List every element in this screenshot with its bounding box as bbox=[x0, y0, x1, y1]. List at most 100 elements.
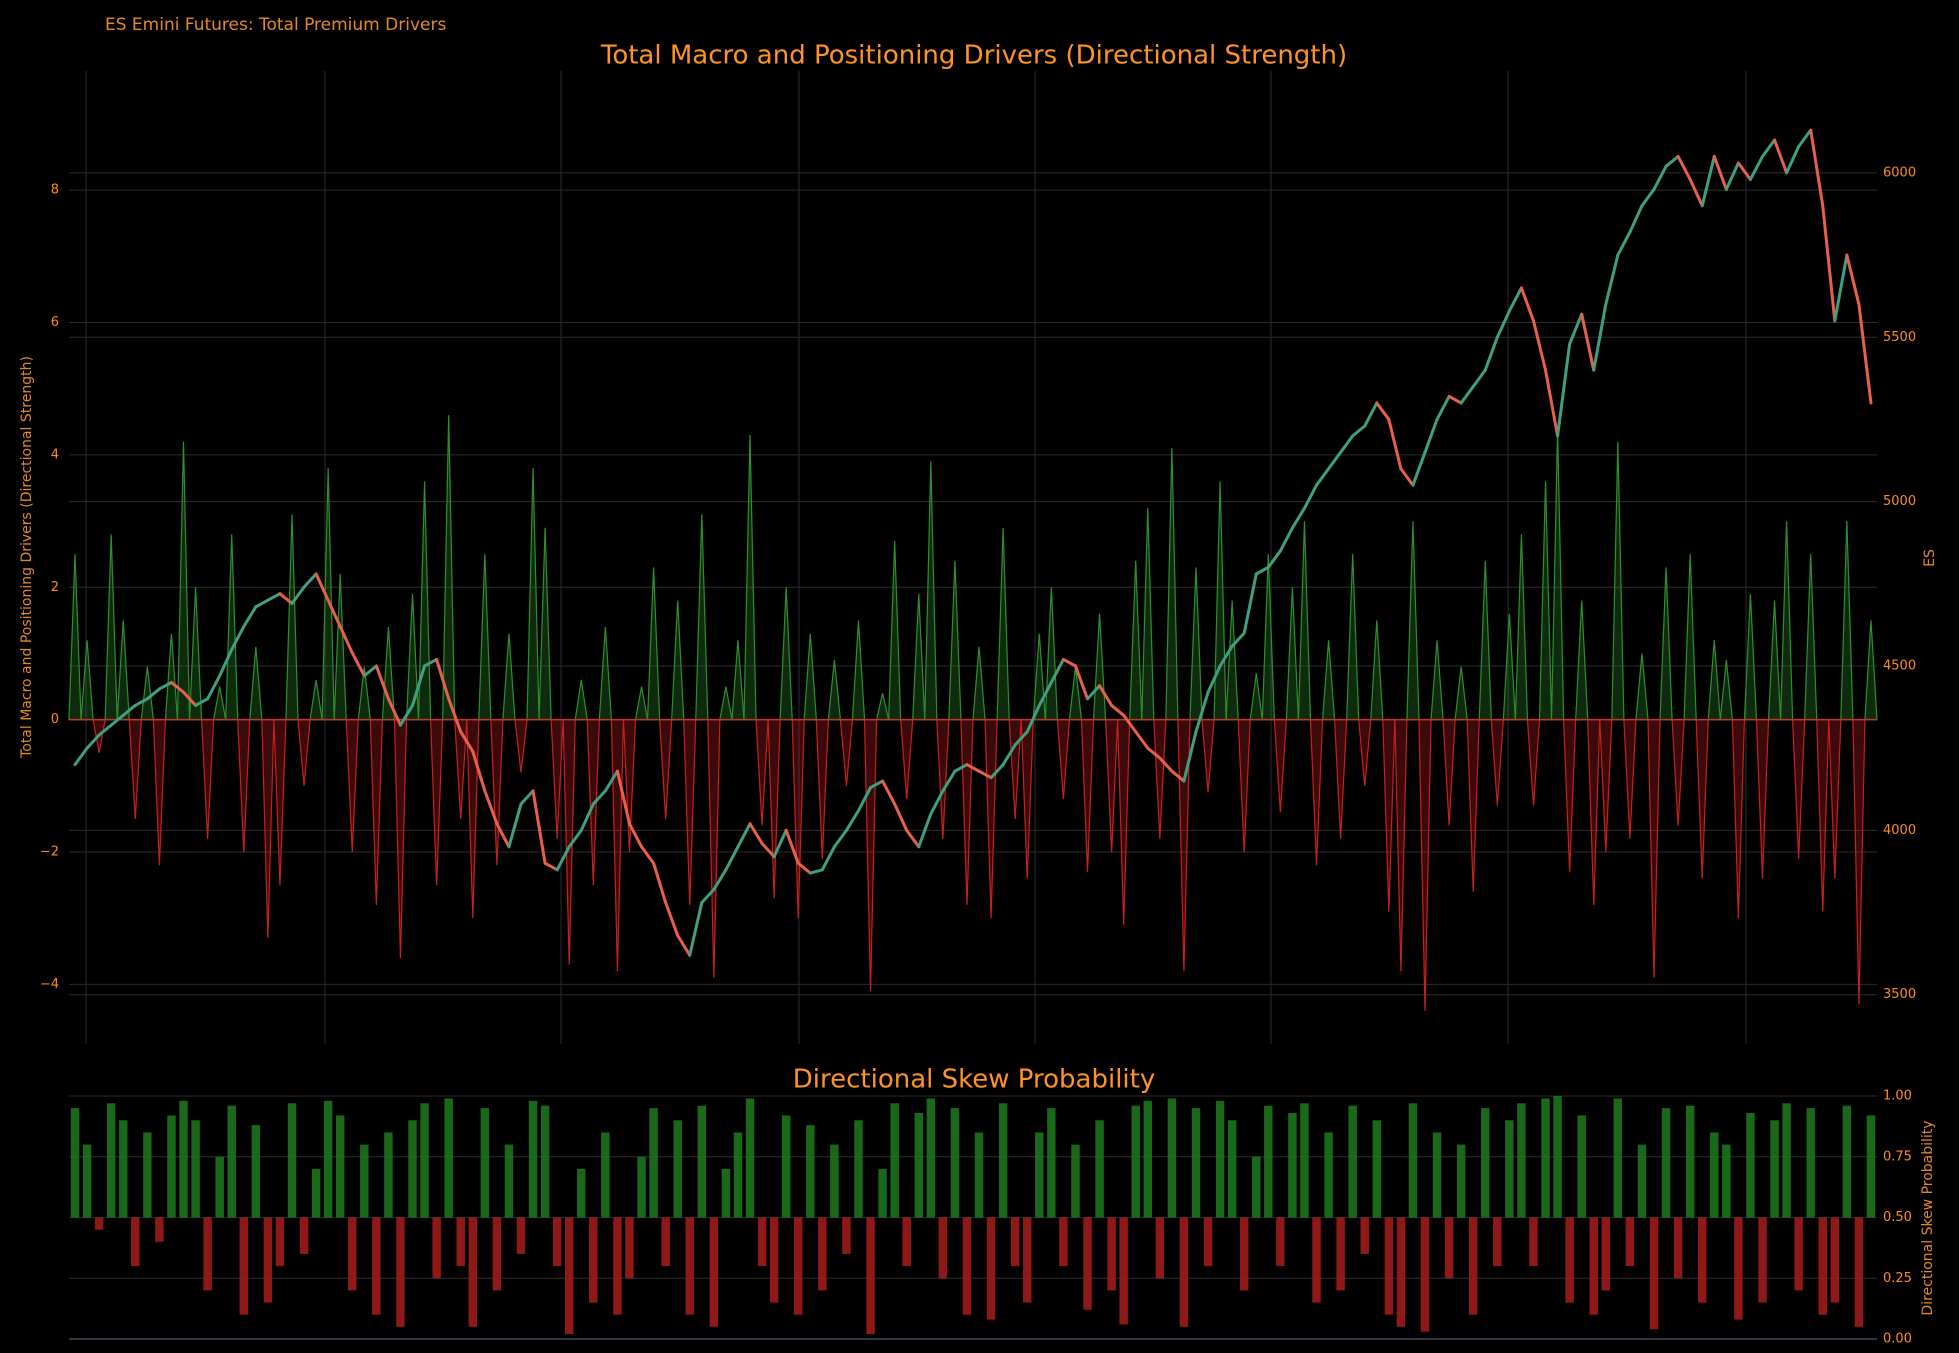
bar bbox=[1227, 1120, 1237, 1218]
price-segment bbox=[1700, 154, 1716, 208]
bar bbox=[1107, 1217, 1116, 1291]
price-segment bbox=[1857, 302, 1873, 405]
price-segment bbox=[1098, 684, 1114, 707]
bar bbox=[1818, 1217, 1827, 1315]
price-segment bbox=[362, 664, 378, 678]
price-segment bbox=[1712, 154, 1728, 191]
bar bbox=[1324, 1132, 1333, 1218]
price-segment bbox=[338, 625, 354, 655]
bar bbox=[673, 1120, 682, 1218]
price-segment bbox=[1110, 703, 1126, 717]
bar bbox=[1830, 1217, 1840, 1303]
price-segment bbox=[230, 625, 246, 652]
bar bbox=[1589, 1217, 1598, 1315]
price-segment bbox=[941, 769, 957, 793]
tick-label: 1.00 bbox=[1883, 1089, 1912, 1104]
price-segment bbox=[350, 651, 366, 678]
bar bbox=[1167, 1098, 1177, 1218]
bar bbox=[661, 1217, 670, 1267]
bar bbox=[1035, 1132, 1044, 1218]
bar bbox=[444, 1098, 453, 1218]
price-segment bbox=[760, 841, 776, 859]
tick-label: 4500 bbox=[1883, 658, 1916, 673]
price-segment bbox=[555, 845, 571, 872]
price-segment bbox=[917, 812, 933, 849]
bar bbox=[251, 1125, 261, 1218]
bar bbox=[1023, 1217, 1032, 1303]
bar bbox=[1215, 1100, 1225, 1218]
bar bbox=[1722, 1144, 1731, 1218]
price-segment bbox=[1640, 187, 1656, 208]
price-segment bbox=[1773, 138, 1789, 175]
price-segment bbox=[1724, 161, 1740, 191]
price-segment bbox=[1146, 746, 1162, 760]
price-segment bbox=[1676, 154, 1692, 181]
price-segment bbox=[447, 697, 463, 734]
bar bbox=[1239, 1217, 1249, 1291]
tick-label: 2 bbox=[51, 580, 59, 595]
tick-label: 6000 bbox=[1883, 165, 1916, 180]
tick-label: 0.00 bbox=[1883, 1332, 1912, 1347]
bar bbox=[1758, 1217, 1767, 1303]
price-segment bbox=[1471, 368, 1487, 389]
price-segment bbox=[411, 664, 427, 707]
price-segment bbox=[1387, 417, 1403, 471]
price-segment bbox=[1266, 549, 1282, 569]
price-segment bbox=[1616, 230, 1632, 257]
price-segment bbox=[953, 763, 969, 773]
price-segment bbox=[1230, 631, 1246, 648]
page-title: ES Emini Futures: Total Premium Drivers bbox=[105, 15, 446, 35]
price-segment bbox=[1073, 664, 1090, 701]
price-segment bbox=[1544, 368, 1560, 438]
bar bbox=[311, 1168, 321, 1218]
bar bbox=[82, 1144, 92, 1218]
price-segment bbox=[688, 901, 704, 957]
price-segment bbox=[1158, 756, 1174, 773]
price-segment bbox=[423, 657, 439, 668]
bar bbox=[1842, 1105, 1852, 1218]
price-segment bbox=[1290, 506, 1306, 530]
price-segment bbox=[531, 789, 547, 865]
bar bbox=[1264, 1105, 1273, 1218]
price-segment bbox=[603, 769, 619, 793]
price-segment bbox=[772, 828, 788, 859]
bar bbox=[1252, 1156, 1261, 1218]
bar bbox=[384, 1132, 393, 1218]
tick-label: 5000 bbox=[1883, 494, 1916, 509]
price-segment bbox=[796, 861, 812, 875]
price-segment bbox=[1736, 161, 1752, 181]
bar bbox=[1083, 1217, 1092, 1310]
bar bbox=[890, 1103, 899, 1218]
bar bbox=[131, 1217, 140, 1267]
price-segment bbox=[676, 934, 692, 957]
bar bbox=[1179, 1217, 1189, 1327]
bar bbox=[70, 1108, 80, 1218]
price-segment bbox=[856, 786, 873, 813]
bar bbox=[938, 1217, 948, 1279]
tick-label: 0.75 bbox=[1883, 1149, 1912, 1164]
bar bbox=[769, 1217, 779, 1303]
bar bbox=[962, 1217, 972, 1315]
price-segment bbox=[808, 868, 824, 875]
price-segment bbox=[326, 598, 342, 629]
price-segment bbox=[1592, 302, 1608, 372]
bar bbox=[1854, 1217, 1864, 1327]
price-segment bbox=[169, 680, 186, 694]
bar bbox=[1432, 1132, 1442, 1218]
price-segment bbox=[1568, 312, 1584, 346]
bar bbox=[950, 1108, 960, 1218]
bar bbox=[1336, 1217, 1345, 1291]
bar bbox=[854, 1120, 863, 1218]
bar bbox=[1866, 1115, 1876, 1218]
price-segment bbox=[1363, 401, 1379, 428]
bar bbox=[275, 1217, 285, 1267]
bar bbox=[360, 1144, 369, 1218]
bar bbox=[1565, 1217, 1574, 1303]
price-segment bbox=[567, 828, 583, 849]
price-segment bbox=[133, 697, 149, 707]
bar bbox=[878, 1168, 887, 1218]
bar bbox=[637, 1156, 646, 1218]
bar bbox=[119, 1120, 128, 1218]
price-segment bbox=[1495, 309, 1511, 339]
